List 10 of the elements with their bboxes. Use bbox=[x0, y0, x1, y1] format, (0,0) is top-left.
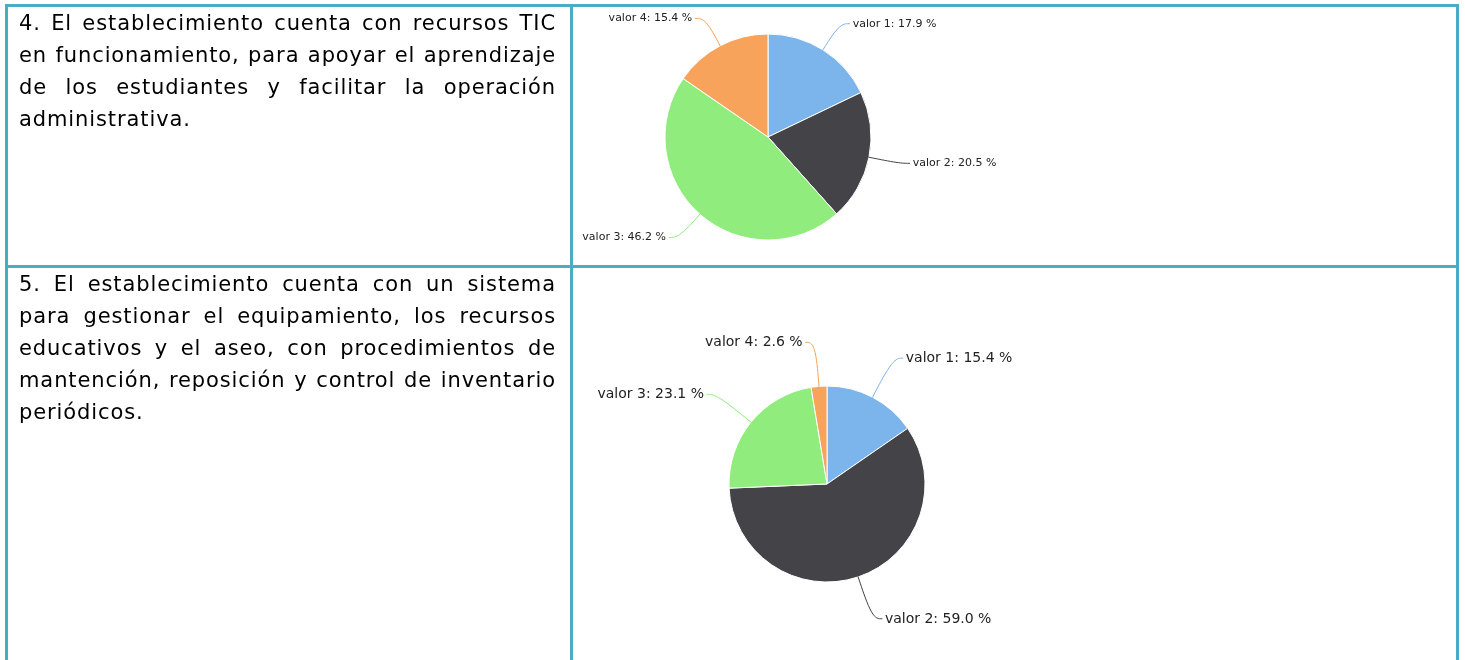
slice-label: valor 2: 59.0 % bbox=[884, 609, 992, 626]
slice-label: valor 2: 20.5 % bbox=[912, 156, 997, 170]
slice-label: valor 3: 23.1 % bbox=[597, 385, 704, 402]
slice-label: valor 4: 2.6 % bbox=[705, 333, 803, 350]
slice-label: valor 1: 15.4 % bbox=[905, 349, 1013, 366]
slice-label: valor 4: 15.4 % bbox=[608, 11, 693, 25]
text: 4. El establecimiento cuenta con recursos TIC en funcionamiento, para apoyar el aprendizaje de los estudiantes y facilitar la operación administrativa. bbox=[19, 10, 556, 133]
slice-label: valor 3: 46.2 % bbox=[582, 230, 667, 244]
text: 5. El establecimiento cuenta con un sistema para gestionar el equipamiento, los recursos educativos y el aseo, con procedimientos de mantención, reposición y control de inventario periódicos. bbox=[19, 271, 556, 426]
slice-label: valor 1: 17.9 % bbox=[852, 16, 937, 30]
